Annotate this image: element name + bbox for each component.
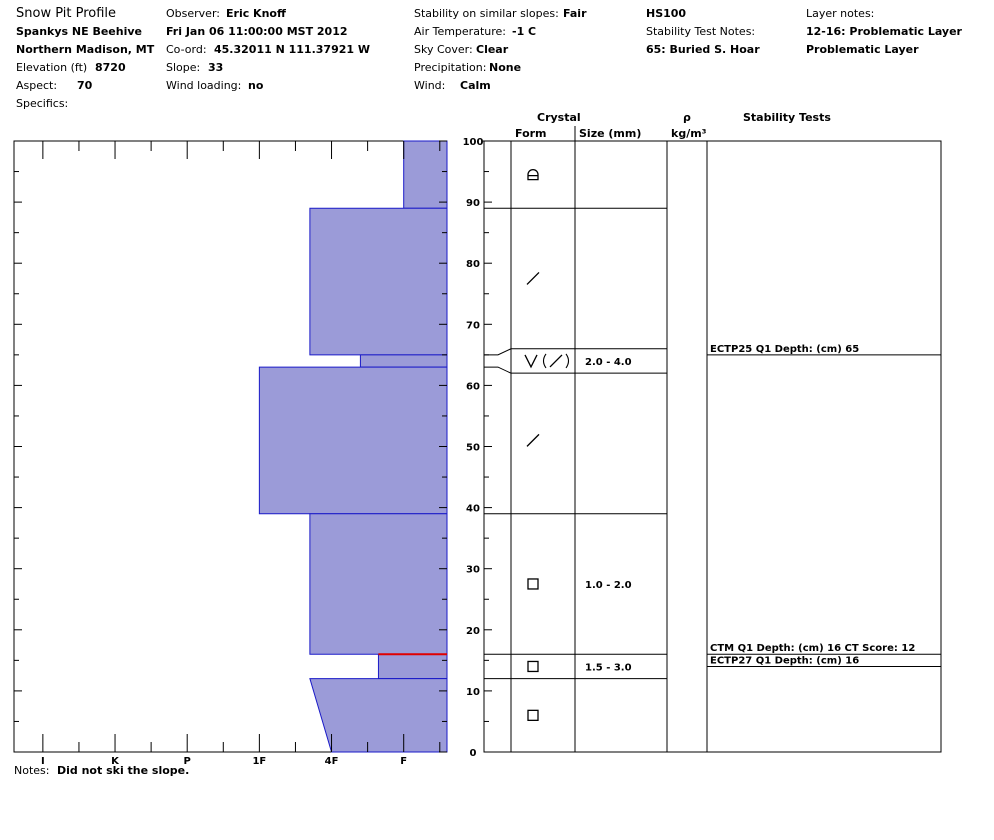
stability-notes-value: 65: Buried S. Hoar (646, 43, 760, 56)
notes-text: Did not ski the slope. (57, 764, 190, 777)
sky-cover-label: Sky Cover: (414, 43, 473, 56)
wind-label: Wind: (414, 79, 446, 92)
hs-value: HS100 (646, 7, 687, 20)
elevation-label: Elevation (ft) (16, 61, 88, 74)
size-header: Size (mm) (579, 127, 642, 140)
coord-label: Co-ord: (166, 43, 207, 56)
layer-bar-6 (309, 678, 448, 753)
stability-label: Stability on similar slopes: (414, 7, 559, 20)
hardness-tick-label: 4F (325, 756, 339, 767)
crystal-header: Crystal (537, 111, 581, 124)
sky-cover-value: Clear (476, 43, 509, 56)
surface-hoar-icon (524, 354, 538, 369)
depth-tick-label: 10 (466, 687, 480, 698)
grain-size-value: 1.0 - 2.0 (585, 580, 632, 591)
paren-open-icon (542, 353, 547, 369)
page-title: Snow Pit Profile (16, 6, 117, 21)
slope-value: 33 (208, 61, 224, 74)
layer-notes-label: Layer notes: (806, 7, 875, 20)
air-temp-value: -1 C (512, 25, 537, 38)
wind-loading-label: Wind loading: (166, 79, 242, 92)
precip-particle-icon (526, 433, 540, 447)
hardness-tick-label: P (184, 756, 191, 767)
wind-value: Calm (460, 79, 491, 92)
stability-notes-label: Stability Test Notes: (646, 25, 756, 38)
wind-loading-value: no (248, 79, 264, 92)
form-header: Form (515, 127, 547, 140)
observation-datetime: Fri Jan 06 11:00:00 MST 2012 (166, 25, 348, 38)
depth-tick-label: 80 (466, 259, 480, 270)
depth-tick-label: 0 (470, 748, 477, 759)
depth-tick-label: 20 (466, 626, 480, 637)
density-symbol: ρ (683, 111, 691, 124)
hardness-tick-label: F (400, 756, 407, 767)
layer-bar-3 (258, 366, 448, 515)
elevation-value: 8720 (95, 61, 126, 74)
observer-label: Observer: (166, 7, 220, 20)
stability-value: Fair (563, 7, 587, 20)
aspect-label: Aspect: (16, 79, 58, 92)
region-name: Northern Madison, MT (16, 43, 155, 56)
layer-bar-2 (359, 354, 448, 368)
grain-size-value: 2.0 - 4.0 (585, 357, 632, 368)
stability-test-label: ECTP25 Q1 Depth: (cm) 65 (710, 344, 859, 355)
depth-tick-label: 90 (466, 198, 480, 209)
layer-boundary-connector (484, 366, 512, 374)
hardness-tick-label: I (41, 756, 45, 767)
paren-close-icon (565, 353, 570, 369)
depth-tick-label: 70 (466, 320, 480, 331)
faceted-icon (527, 709, 539, 721)
precip-label: Precipitation: (414, 61, 487, 74)
density-unit: kg/m³ (671, 127, 707, 140)
stability-test-label: ECTP27 Q1 Depth: (cm) 16 (710, 655, 859, 666)
observer-value: Eric Knoff (226, 7, 286, 20)
layer-bar-4 (309, 513, 448, 655)
hardness-tick-label: 1F (252, 756, 266, 767)
hardness-tick-label: K (111, 756, 120, 767)
faceted-icon (527, 660, 539, 673)
aspect-value: 70 (77, 79, 93, 92)
layer-note-1: 12-16: Problematic Layer (806, 25, 962, 38)
notes-label: Notes: (14, 764, 50, 777)
rounded-icon (527, 169, 539, 181)
depth-tick-label: 100 (463, 137, 484, 148)
layer-bar-5 (377, 653, 448, 680)
stability-tests-header: Stability Tests (743, 111, 831, 124)
layer-table-frame (483, 140, 942, 753)
precip-value: None (489, 61, 522, 74)
faceted-icon (527, 578, 539, 590)
air-temp-label: Air Temperature: (414, 25, 506, 38)
depth-tick-label: 50 (466, 443, 480, 454)
location-name: Spankys NE Beehive (16, 25, 143, 38)
layer-bar-1 (309, 207, 448, 356)
stability-test-label: CTM Q1 Depth: (cm) 16 CT Score: 12 (710, 643, 915, 654)
depth-tick-label: 60 (466, 381, 480, 392)
layer-note-2: Problematic Layer (806, 43, 919, 56)
coord-value: 45.32011 N 111.37921 W (214, 43, 370, 56)
precip-particle-icon (526, 272, 540, 285)
slope-label: Slope: (166, 61, 201, 74)
depth-tick-label: 40 (466, 504, 480, 515)
layer-boundary-connector (484, 348, 512, 356)
precip-particle-icon (549, 354, 563, 368)
layer-bar-0 (403, 140, 448, 209)
specifics-label: Specifics: (16, 97, 69, 110)
grain-size-value: 1.5 - 3.0 (585, 662, 632, 673)
depth-tick-label: 30 (466, 565, 480, 576)
